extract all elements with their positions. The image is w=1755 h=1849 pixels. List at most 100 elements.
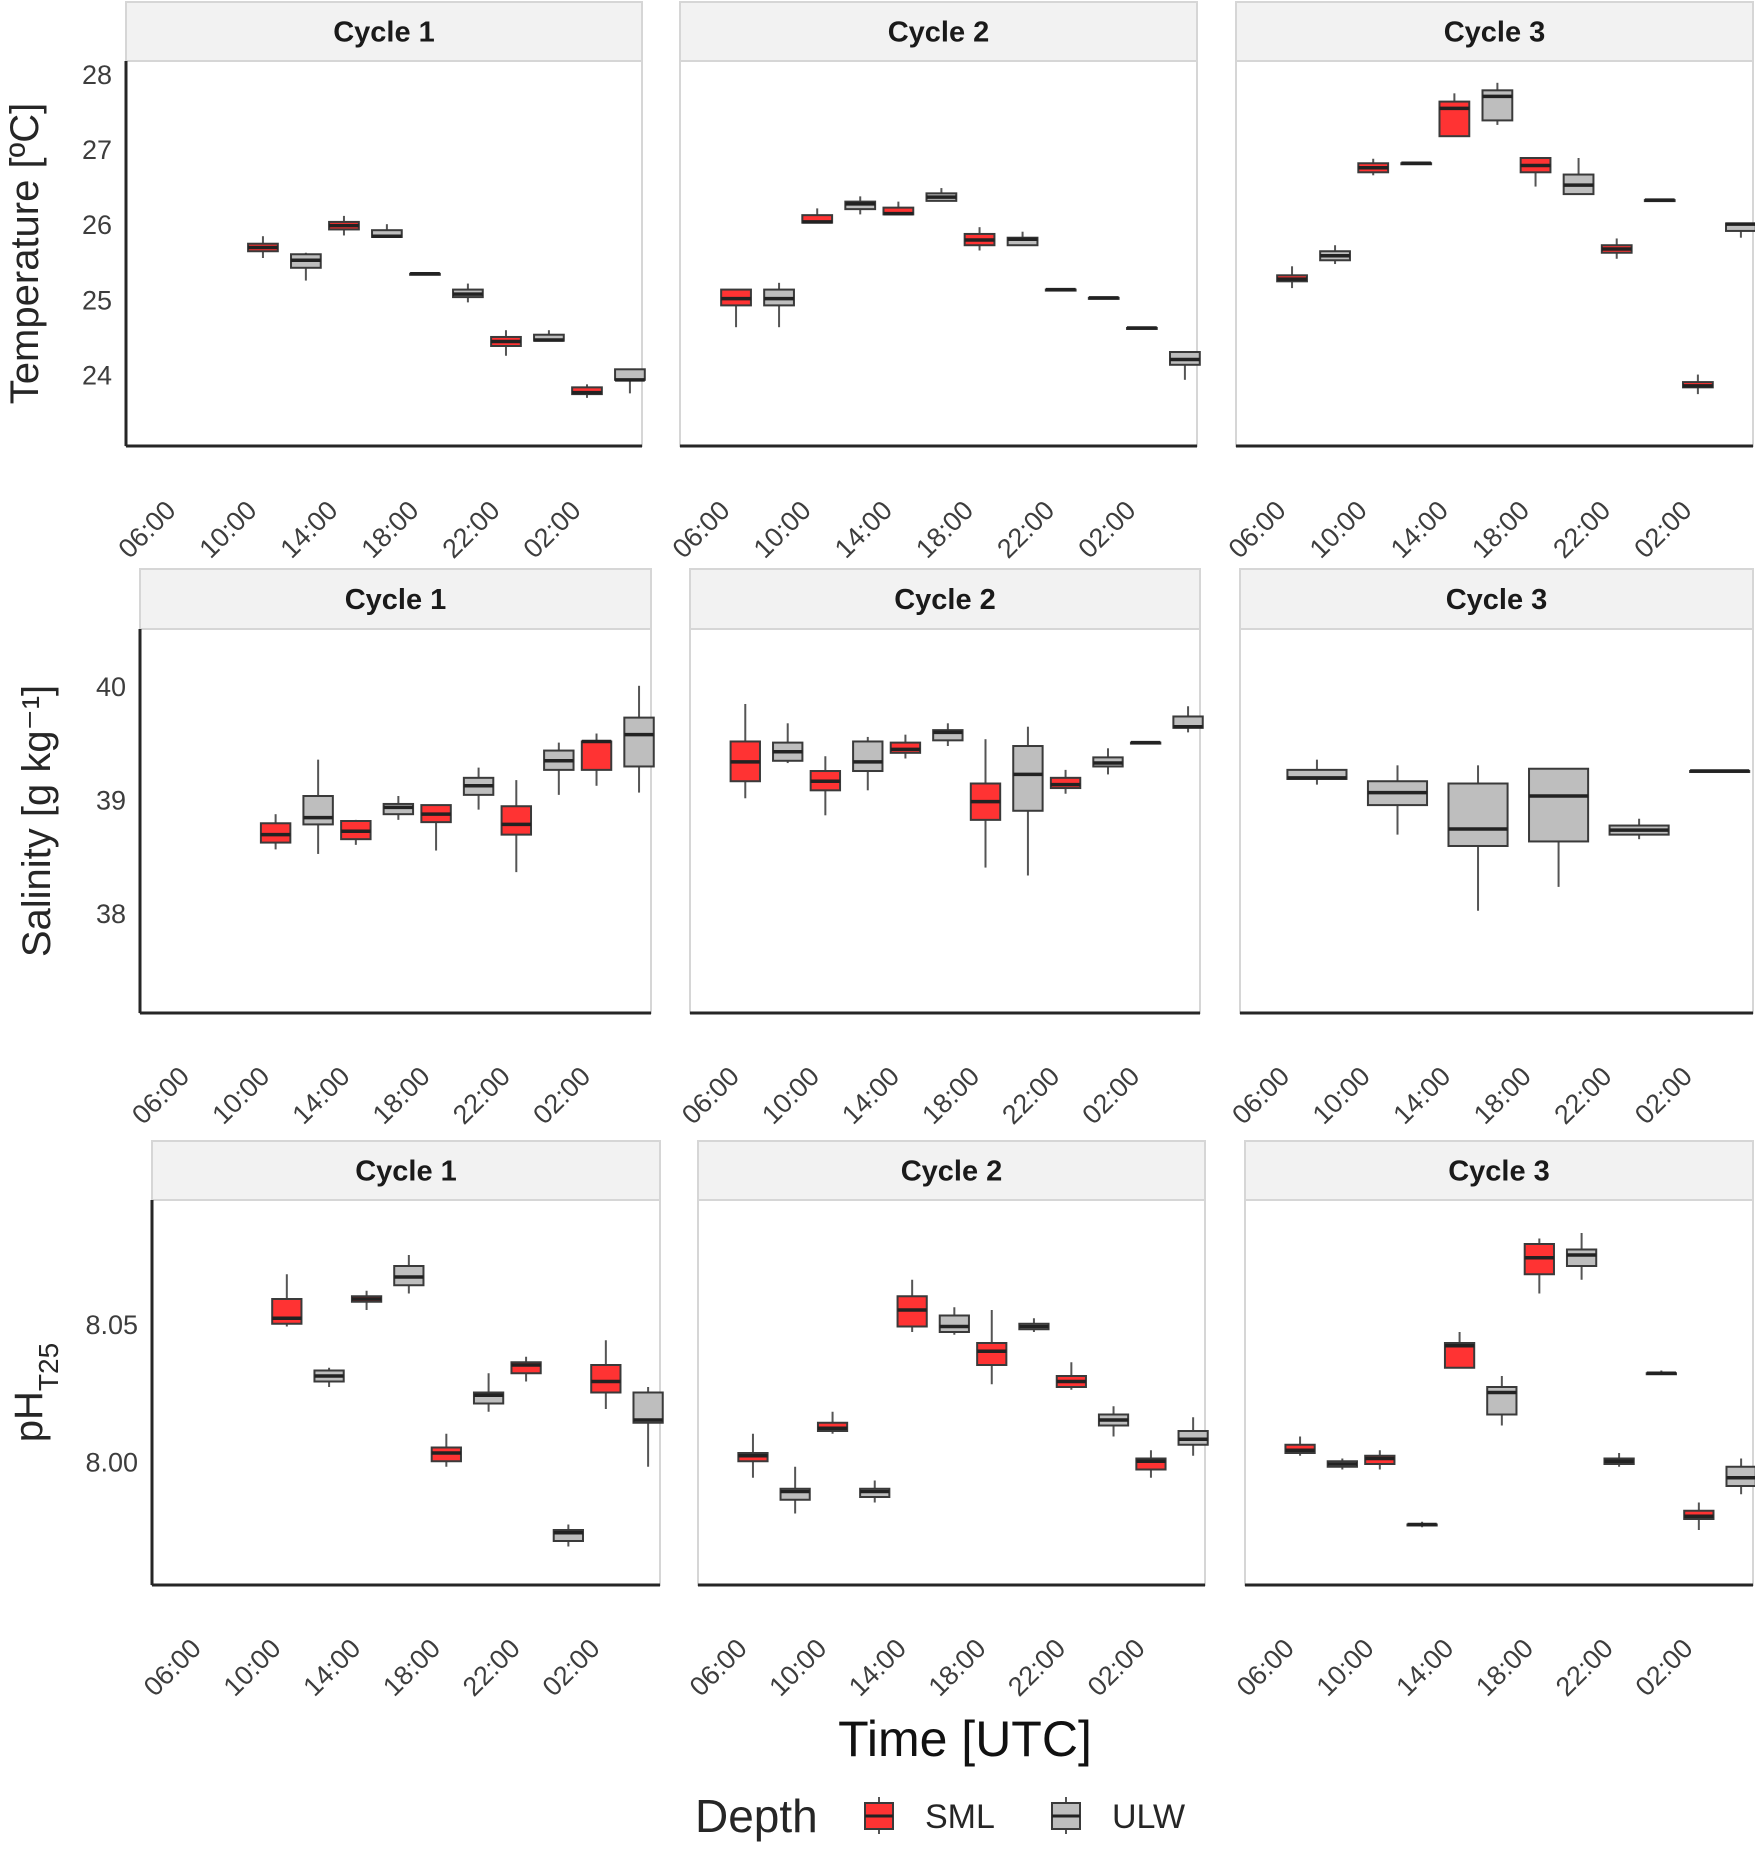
box-iqr [1565,1248,1598,1267]
x-tick-label: 02:00 [1082,1633,1151,1702]
x-tick-label: 02:00 [537,1633,606,1702]
facet-strip [1239,568,1754,630]
box-ulw [1097,1406,1130,1437]
box-ulw [932,723,964,747]
box-ulw [1608,818,1670,840]
box-sml [259,814,292,850]
box-ulw [313,1367,345,1387]
box-sml [420,804,452,851]
box-iqr [1447,782,1509,847]
box-ulw [1012,726,1044,876]
box-iqr [271,1298,303,1325]
plot-area [139,628,652,1014]
plot-area [151,1199,661,1586]
x-tick-label: 10:00 [1311,1633,1380,1702]
x-tick-label: 22:00 [991,495,1060,564]
box-sml [1683,1502,1715,1530]
box-iqr [1135,1457,1167,1471]
box-sml [340,819,372,845]
facet-panel: Cycle 1 24 25 26 27 28 06:00 10:00 14:00 18:00 22:… [82,1,646,564]
box-sml [1603,1453,1635,1467]
box-iqr [302,795,334,826]
box-sml [271,1274,303,1327]
x-tick-label: 22:00 [1547,495,1616,564]
x-tick-label: 22:00 [1550,1633,1619,1702]
x-tick-label: 18:00 [1466,495,1535,564]
box-ulw [1481,82,1514,125]
box-sml [809,756,842,816]
box-ulw [623,685,655,793]
y-axis-label: Salinity [g kg⁻¹] [15,685,59,957]
x-tick-label: 02:00 [1629,1061,1698,1130]
box-ulw [382,796,415,820]
box-ulw [925,188,958,202]
box-iqr [1528,767,1590,843]
box-ulw [452,283,484,303]
x-tick-label: 18:00 [356,495,425,564]
box-sml [801,208,834,224]
box-ulw [1689,769,1751,774]
x-tick-label: 14:00 [275,495,344,564]
x-tick-label: 10:00 [206,1061,275,1130]
x-tick-label: 06:00 [113,495,182,564]
box-sml [1129,740,1162,745]
box-ulw [462,767,495,810]
x-tick-label: 18:00 [910,495,979,564]
y-tick-label: 27 [82,135,112,165]
x-tick-label: 14:00 [843,1633,912,1702]
box-ulw [1319,245,1351,265]
x-tick-label: 02:00 [1630,1633,1699,1702]
box-sml [729,703,761,799]
box-sml [976,1310,1008,1385]
y-axis-label-main: pH [7,1391,51,1442]
box-sml [896,1279,928,1332]
x-tick-label: 18:00 [923,1633,992,1702]
facet-strip-title: Cycle 3 [1444,17,1546,49]
box-ulw [1087,296,1120,300]
box-ulw [1400,161,1433,166]
box-iqr [510,1361,542,1375]
box-sml [490,330,522,356]
y-tick-label: 26 [82,210,112,240]
box-iqr [500,805,533,836]
box-sml [1125,326,1158,330]
x-tick-label: 02:00 [1628,495,1697,564]
box-ulw [1018,1318,1050,1332]
facet-strip-title: Cycle 3 [1446,584,1548,616]
box-ulw [859,1480,891,1503]
plot-area [125,60,643,447]
x-tick-label: 06:00 [126,1061,195,1130]
box-sml [816,1411,849,1434]
box-sml [889,734,922,759]
box-ulw [1177,1417,1209,1456]
box-sml [247,236,279,259]
x-tick-label: 10:00 [1304,495,1373,564]
x-tick-label: 14:00 [829,495,898,564]
x-tick-label: 06:00 [138,1633,207,1702]
x-tick-label: 22:00 [437,495,506,564]
y-axis-label: pHT25 [7,1343,64,1442]
box-ulw [371,224,403,238]
y-tick-label: 38 [96,899,126,929]
box-ulw [543,742,575,795]
facet-strip [689,568,1201,630]
legend-label: SML [925,1798,995,1836]
x-tick-label: 02:00 [1072,495,1141,564]
box-iqr [552,1529,584,1542]
facet-panel: Cycle 2 06:00 10:00 14:00 18:00 22:00 02:00 [676,568,1204,1130]
legend-key-sml [864,1797,894,1834]
box-ulw [772,723,804,764]
box-sml [1523,1238,1555,1294]
y-tick-label: 40 [96,672,126,702]
box-ulw [1172,706,1204,733]
facet-panel: Cycle 1 38 39 40 06:00 10:00 14:00 18:00 22:00 02… [96,568,655,1130]
box-ulw [1486,1376,1518,1426]
box-iqr [779,1487,811,1501]
box-sml [1357,158,1390,176]
box-sml [350,1290,383,1310]
box-sml [1600,238,1633,259]
y-axis-label-subscript: T25 [33,1343,64,1391]
plot-area [697,1199,1206,1586]
